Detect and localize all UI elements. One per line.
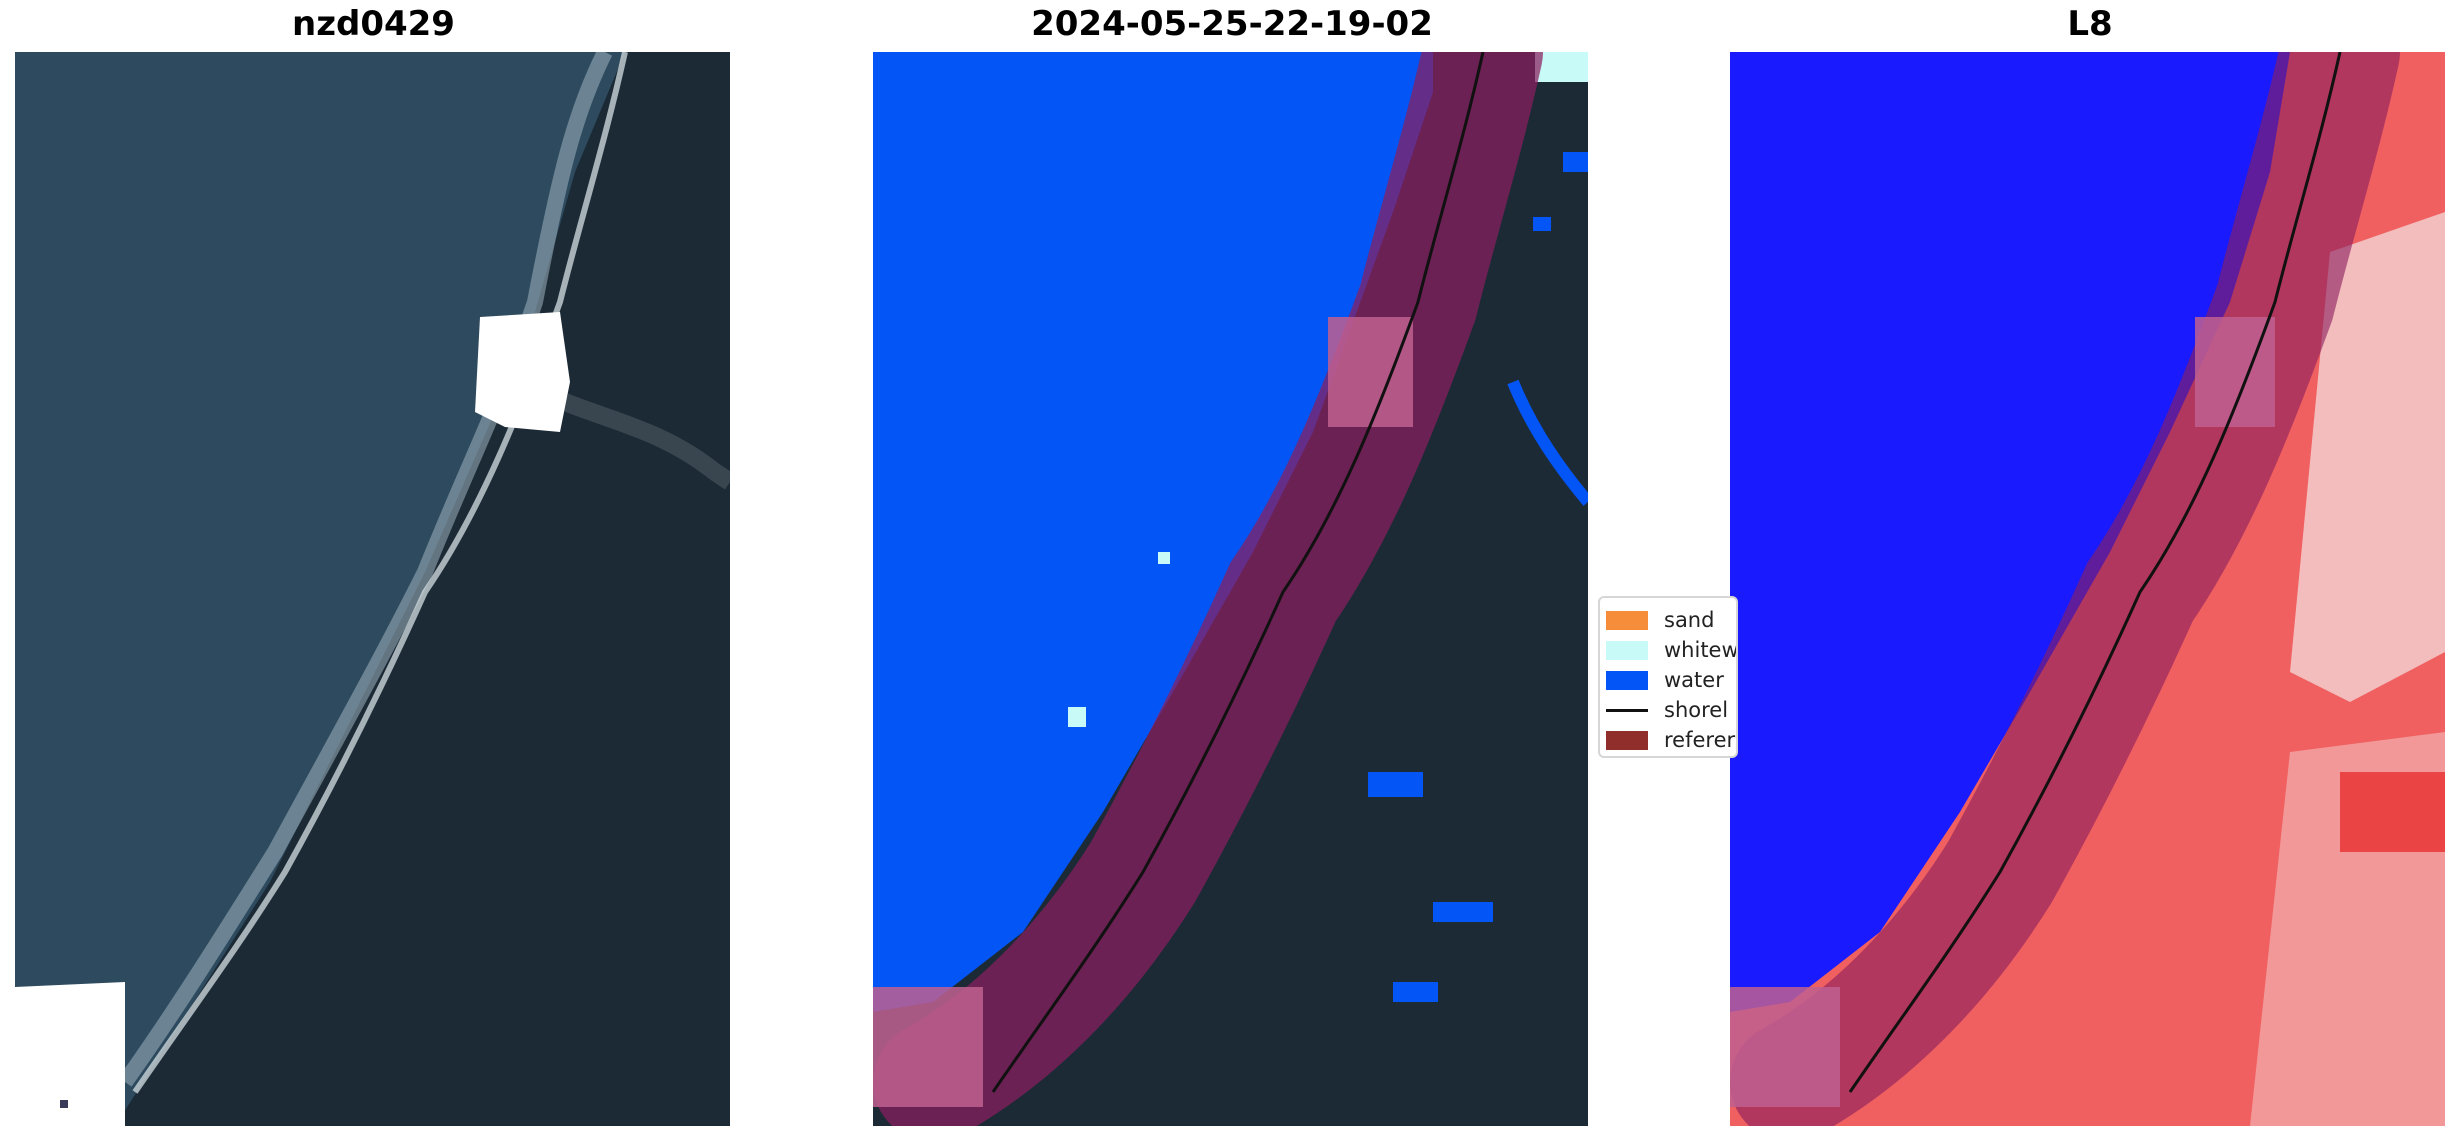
legend-item-water: water: [1606, 668, 1724, 692]
river-inlet: [561, 393, 730, 490]
surf-zone: [118, 52, 613, 1087]
legend-label: shorel: [1664, 698, 1729, 722]
reference-swatch: [1606, 730, 1648, 750]
index-panel: [1730, 52, 2445, 1126]
coastline: [132, 52, 628, 1094]
rgb-image-panel: [15, 52, 730, 1126]
shoreline-line: [991, 52, 1485, 1093]
sand-swatch: [1606, 610, 1648, 630]
legend-item-whitewater: whitew: [1606, 638, 1738, 662]
water-class-area: [873, 52, 1433, 1012]
cloud-mask: [475, 312, 570, 432]
shoreline-line: [1848, 52, 2342, 1093]
panel-title-right: L8: [2067, 4, 2113, 44]
legend-label: water: [1664, 668, 1724, 692]
legend-item-reference: referer: [1606, 728, 1735, 752]
panel-title-left: nzd0429: [292, 4, 455, 44]
legend-item-shoreline: shorel: [1606, 698, 1728, 722]
classification-panel: [873, 52, 1588, 1126]
water-swatch: [1606, 670, 1648, 690]
legend-label: whitew: [1664, 638, 1738, 662]
whitewater-swatch: [1606, 640, 1648, 660]
nodata-mask: [15, 982, 125, 1126]
legend-label: sand: [1664, 608, 1715, 632]
legend-label: referer: [1664, 728, 1736, 752]
shoreline-swatch: [1606, 708, 1648, 712]
panel-title-center: 2024-05-25-22-19-02: [1031, 4, 1433, 44]
legend-item-sand: sand: [1606, 608, 1714, 632]
legend: sand whitew water shorel referer: [1598, 596, 1738, 758]
ocean-area: [15, 52, 625, 1126]
ndwi-water-area: [1730, 52, 2290, 1012]
